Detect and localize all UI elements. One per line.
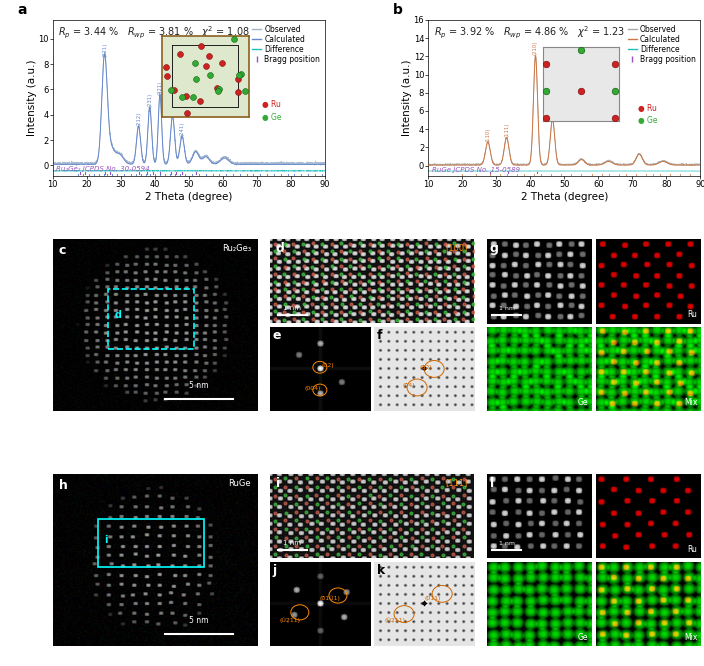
Text: Ru₂Ge₃ JCPDS No. 30-0594: Ru₂Ge₃ JCPDS No. 30-0594 — [56, 166, 150, 172]
Text: (Ȗ2̖11): (Ȗ2̖11) — [384, 618, 405, 623]
Text: (0̂2): (0̂2) — [419, 365, 432, 370]
Text: Ru: Ru — [688, 310, 698, 319]
Text: ● Ge: ● Ge — [638, 116, 658, 125]
Bar — [108, 289, 194, 349]
Text: Ru₂Ge₃: Ru₂Ge₃ — [222, 244, 251, 254]
Text: 1 nm: 1 nm — [283, 540, 301, 546]
Text: ● Ru: ● Ru — [263, 101, 281, 109]
Bar — [98, 519, 204, 567]
Text: k: k — [377, 564, 385, 577]
Text: c: c — [59, 244, 66, 258]
Text: (Ȗ2̖11): (Ȗ2̖11) — [279, 618, 301, 623]
Text: (004): (004) — [305, 386, 321, 391]
Text: RuGe JCPDS No. 15-0589: RuGe JCPDS No. 15-0589 — [432, 166, 520, 172]
Text: i: i — [276, 477, 280, 490]
Text: h: h — [59, 480, 68, 492]
Text: (212): (212) — [136, 112, 141, 126]
Text: (0̂2): (0̂2) — [322, 363, 334, 368]
Text: e: e — [272, 330, 282, 342]
Text: d: d — [114, 310, 121, 320]
Text: [100]: [100] — [446, 244, 468, 252]
Text: Ge: Ge — [578, 398, 589, 407]
Text: $R_p$ = 3.44 %   $R_{wp}$ = 3.81 %   $\chi^2$ = 1.08: $R_p$ = 3.44 % $R_{wp}$ = 3.81 % $\chi^2… — [58, 25, 250, 41]
Text: 5 nm: 5 nm — [189, 382, 209, 390]
Text: i: i — [104, 535, 108, 545]
Text: 1 nm: 1 nm — [498, 541, 515, 546]
Y-axis label: Intensity (a.u.): Intensity (a.u.) — [402, 60, 412, 137]
Legend: Observed, Calculated, Difference, Bragg position: Observed, Calculated, Difference, Bragg … — [251, 24, 321, 65]
Text: (0̂1Ȗ1): (0̂1Ȗ1) — [320, 595, 341, 601]
Text: (0̂4): (0̂4) — [402, 384, 415, 388]
Text: 1 nm: 1 nm — [283, 305, 301, 311]
Text: (402): (402) — [170, 102, 175, 116]
Text: [111]: [111] — [446, 479, 468, 488]
Text: $R_p$ = 3.92 %   $R_{wp}$ = 4.86 %   $\chi^2$ = 1.23: $R_p$ = 3.92 % $R_{wp}$ = 4.86 % $\chi^2… — [434, 25, 625, 41]
Text: 1 nm: 1 nm — [498, 306, 515, 311]
Y-axis label: Intensity (a.u.): Intensity (a.u.) — [27, 60, 37, 137]
Text: (110): (110) — [485, 128, 491, 142]
Text: (241): (241) — [180, 122, 184, 137]
Text: f: f — [377, 330, 382, 342]
Text: j: j — [272, 564, 277, 577]
Text: Mix: Mix — [684, 398, 698, 407]
Text: ● Ru: ● Ru — [638, 103, 657, 113]
Text: l: l — [490, 477, 494, 490]
Text: (021): (021) — [102, 42, 107, 57]
Text: (211): (211) — [550, 105, 555, 119]
Text: ● Ge: ● Ge — [263, 113, 282, 122]
Text: (210): (210) — [533, 41, 538, 55]
Text: Ge: Ge — [578, 633, 589, 642]
Text: (111): (111) — [504, 123, 509, 137]
Text: a: a — [18, 3, 27, 17]
Text: d: d — [276, 242, 284, 255]
Text: (231): (231) — [147, 93, 152, 107]
Text: RuGe: RuGe — [229, 480, 251, 488]
Text: g: g — [490, 242, 498, 255]
Text: Ru: Ru — [688, 545, 698, 554]
Legend: Observed, Calculated, Difference, Bragg position: Observed, Calculated, Difference, Bragg … — [627, 24, 697, 65]
Text: 5 nm: 5 nm — [189, 617, 209, 625]
Text: (0̆1̆1): (0̆1̆1) — [424, 595, 441, 601]
X-axis label: 2 Theta (degree): 2 Theta (degree) — [521, 192, 608, 202]
Text: (421): (421) — [158, 80, 163, 95]
Text: b: b — [393, 3, 403, 17]
X-axis label: 2 Theta (degree): 2 Theta (degree) — [145, 192, 232, 202]
Text: Mix: Mix — [684, 633, 698, 642]
